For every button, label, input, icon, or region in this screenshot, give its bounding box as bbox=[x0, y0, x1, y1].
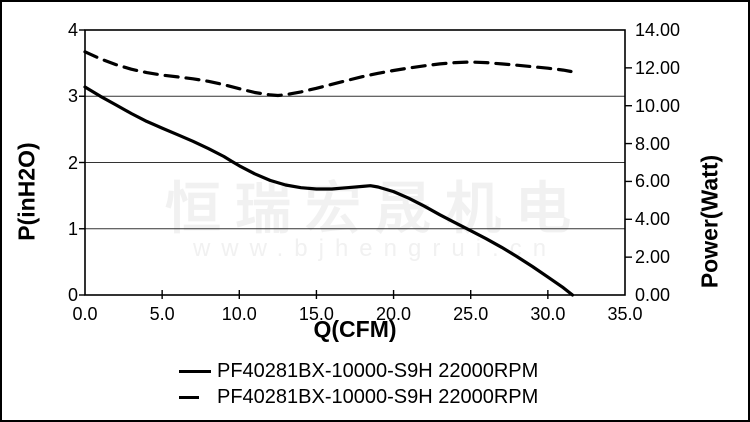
right-tick-label: 12.00 bbox=[635, 57, 681, 78]
x-tick-label: 25.0 bbox=[453, 304, 489, 324]
series-solid-curve bbox=[83, 85, 575, 297]
left-tick-label: 2 bbox=[67, 152, 78, 173]
x-axis-title: Q(CFM) bbox=[313, 316, 397, 342]
right-tick-label: 0.00 bbox=[635, 285, 671, 305]
left-tick-label: 0 bbox=[67, 285, 78, 305]
left-tick-label: 4 bbox=[67, 20, 78, 40]
legend-label: PF40281BX-10000-S9H 22000RPM bbox=[217, 385, 539, 408]
legend-item-pressure-curve: PF40281BX-10000-S9H 22000RPM bbox=[179, 358, 538, 384]
x-tick-label: 10.0 bbox=[221, 304, 257, 324]
right-tick-label: 10.00 bbox=[635, 95, 681, 116]
dashed-line-sample-icon bbox=[179, 395, 199, 399]
left-tick-label: 3 bbox=[67, 86, 78, 107]
legend-label: PF40281BX-10000-S9H 22000RPM bbox=[217, 359, 539, 382]
legend-item-power-curve: PF40281BX-10000-S9H 22000RPM bbox=[179, 384, 538, 410]
right-tick-label: 6.00 bbox=[635, 171, 671, 192]
x-tick-label: 35.0 bbox=[607, 304, 643, 324]
right-tick-label: 2.00 bbox=[635, 247, 671, 268]
x-tick-label: 30.0 bbox=[530, 304, 566, 324]
right-axis-title: Power(Watt) bbox=[696, 154, 723, 289]
right-tick-label: 8.00 bbox=[635, 133, 671, 154]
x-tick-label: 0.0 bbox=[72, 304, 98, 324]
solid-line-sample-icon bbox=[179, 369, 211, 373]
left-tick-label: 1 bbox=[67, 218, 78, 239]
x-tick-label: 15.0 bbox=[298, 304, 334, 324]
x-tick-label: 5.0 bbox=[149, 304, 175, 324]
x-tick-label: 20.0 bbox=[376, 304, 412, 324]
right-tick-label: 4.00 bbox=[635, 209, 671, 230]
right-tick-label: 14.00 bbox=[635, 20, 681, 40]
series-dashed-curve bbox=[83, 50, 573, 98]
left-axis-title: P(inH2O) bbox=[13, 142, 40, 241]
